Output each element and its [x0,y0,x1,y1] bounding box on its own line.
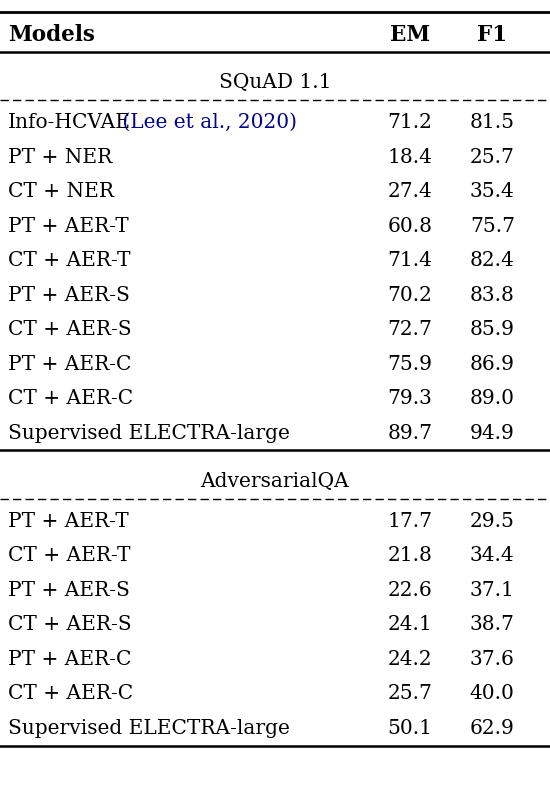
Text: 75.7: 75.7 [470,217,515,235]
Text: 25.7: 25.7 [470,147,515,167]
Text: 60.8: 60.8 [387,217,432,235]
Text: CT + AER-T: CT + AER-T [8,546,131,565]
Text: 81.5: 81.5 [470,113,515,132]
Text: CT + AER-C: CT + AER-C [8,389,133,408]
Text: 27.4: 27.4 [387,182,432,201]
Text: 70.2: 70.2 [387,285,432,305]
Text: PT + AER-T: PT + AER-T [8,512,129,530]
Text: 21.8: 21.8 [387,546,432,565]
Text: 85.9: 85.9 [470,320,515,339]
Text: 89.0: 89.0 [470,389,515,408]
Text: PT + AER-C: PT + AER-C [8,355,131,374]
Text: Info-HCVAE: Info-HCVAE [8,113,131,132]
Text: 71.2: 71.2 [387,113,432,132]
Text: 72.7: 72.7 [387,320,432,339]
Text: 22.6: 22.6 [387,581,432,600]
Text: CT + AER-S: CT + AER-S [8,320,132,339]
Text: 24.2: 24.2 [387,650,432,669]
Text: AdversarialQA: AdversarialQA [201,472,349,491]
Text: 50.1: 50.1 [387,719,432,737]
Text: 37.6: 37.6 [470,650,515,669]
Text: 86.9: 86.9 [470,355,515,374]
Text: 37.1: 37.1 [470,581,515,600]
Text: 25.7: 25.7 [387,684,432,704]
Text: EM: EM [390,23,430,45]
Text: 17.7: 17.7 [387,512,432,530]
Text: Supervised ELECTRA-large: Supervised ELECTRA-large [8,424,290,442]
Text: PT + AER-T: PT + AER-T [8,217,129,235]
Text: CT + AER-C: CT + AER-C [8,684,133,704]
Text: PT + AER-S: PT + AER-S [8,581,130,600]
Text: Models: Models [8,23,95,45]
Text: PT + NER: PT + NER [8,147,113,167]
Text: 83.8: 83.8 [470,285,515,305]
Text: 62.9: 62.9 [470,719,515,737]
Text: CT + AER-T: CT + AER-T [8,251,131,270]
Text: Supervised ELECTRA-large: Supervised ELECTRA-large [8,719,290,737]
Text: 35.4: 35.4 [470,182,515,201]
Text: 38.7: 38.7 [470,615,515,634]
Text: 24.1: 24.1 [387,615,432,634]
Text: (Lee et al., 2020): (Lee et al., 2020) [116,113,296,132]
Text: CT + NER: CT + NER [8,182,114,201]
Text: PT + AER-S: PT + AER-S [8,285,130,305]
Text: 29.5: 29.5 [470,512,515,530]
Text: SQuAD 1.1: SQuAD 1.1 [219,73,331,93]
Text: 89.7: 89.7 [387,424,432,442]
Text: CT + AER-S: CT + AER-S [8,615,132,634]
Text: F1: F1 [477,23,507,45]
Text: 75.9: 75.9 [387,355,432,374]
Text: 79.3: 79.3 [387,389,432,408]
Text: PT + AER-C: PT + AER-C [8,650,131,669]
Text: 71.4: 71.4 [387,251,432,270]
Text: 82.4: 82.4 [470,251,515,270]
Text: 40.0: 40.0 [470,684,515,704]
Text: 18.4: 18.4 [387,147,432,167]
Text: 34.4: 34.4 [470,546,515,565]
Text: 94.9: 94.9 [470,424,515,442]
